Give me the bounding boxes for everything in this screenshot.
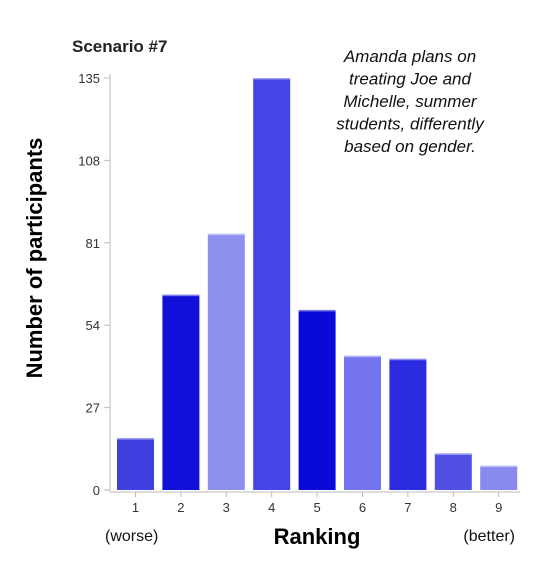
y-tick-label: 135 xyxy=(78,71,100,86)
bar-9 xyxy=(480,465,518,490)
x-tick-label: 2 xyxy=(177,500,184,515)
annotation-line: Amanda plans on xyxy=(343,47,476,66)
x-tick-label: 5 xyxy=(313,500,320,515)
bar-highlight xyxy=(207,233,245,236)
bar-highlight xyxy=(253,78,291,80)
bar-6 xyxy=(344,355,381,490)
bar-highlight xyxy=(344,355,381,358)
annotation-line: Michelle, summer xyxy=(343,92,478,111)
y-tick-label: 81 xyxy=(86,236,100,251)
bar-highlight xyxy=(162,294,200,297)
x-left-end-label: (worse) xyxy=(105,528,158,545)
bar-5 xyxy=(298,309,336,490)
y-axis-label: Number of participants xyxy=(22,138,47,379)
bars xyxy=(117,78,518,490)
y-tick-label: 108 xyxy=(78,153,100,168)
y-tick-label: 54 xyxy=(86,318,100,333)
x-tick-label: 9 xyxy=(495,500,502,515)
bar-highlight xyxy=(480,465,518,468)
bar-highlight xyxy=(298,309,336,312)
y-axis: 0 27 54 81 108 135 xyxy=(78,71,110,498)
y-tick-label: 27 xyxy=(86,401,100,416)
x-tick-label: 8 xyxy=(450,500,457,515)
x-tick-label: 3 xyxy=(223,500,230,515)
bar-3 xyxy=(207,233,245,490)
bar-4 xyxy=(253,78,291,490)
bar-highlight xyxy=(117,438,154,440)
bar-highlight xyxy=(389,358,427,361)
x-tick-label: 7 xyxy=(404,500,411,515)
bar-highlight xyxy=(434,453,472,455)
bar-7 xyxy=(389,358,427,490)
x-axis: 1 2 3 4 5 6 7 8 9 xyxy=(132,492,502,515)
annotation-line: students, differently xyxy=(336,115,485,134)
x-tick-label: 6 xyxy=(359,500,366,515)
annotation-line: treating Joe and xyxy=(349,70,471,89)
bar-8 xyxy=(434,453,472,490)
x-tick-label: 1 xyxy=(132,500,139,515)
annotation: Amanda plans on treating Joe and Michelle,… xyxy=(336,47,485,156)
x-tick-label: 4 xyxy=(268,500,275,515)
annotation-line: based on gender. xyxy=(344,137,476,156)
x-axis-label: Ranking xyxy=(274,524,361,549)
y-tick-label: 0 xyxy=(93,483,100,498)
bar-2 xyxy=(162,294,200,490)
bar-1 xyxy=(117,438,154,490)
x-right-end-label: (better) xyxy=(463,528,515,545)
chart-title: Scenario #7 xyxy=(72,37,167,56)
